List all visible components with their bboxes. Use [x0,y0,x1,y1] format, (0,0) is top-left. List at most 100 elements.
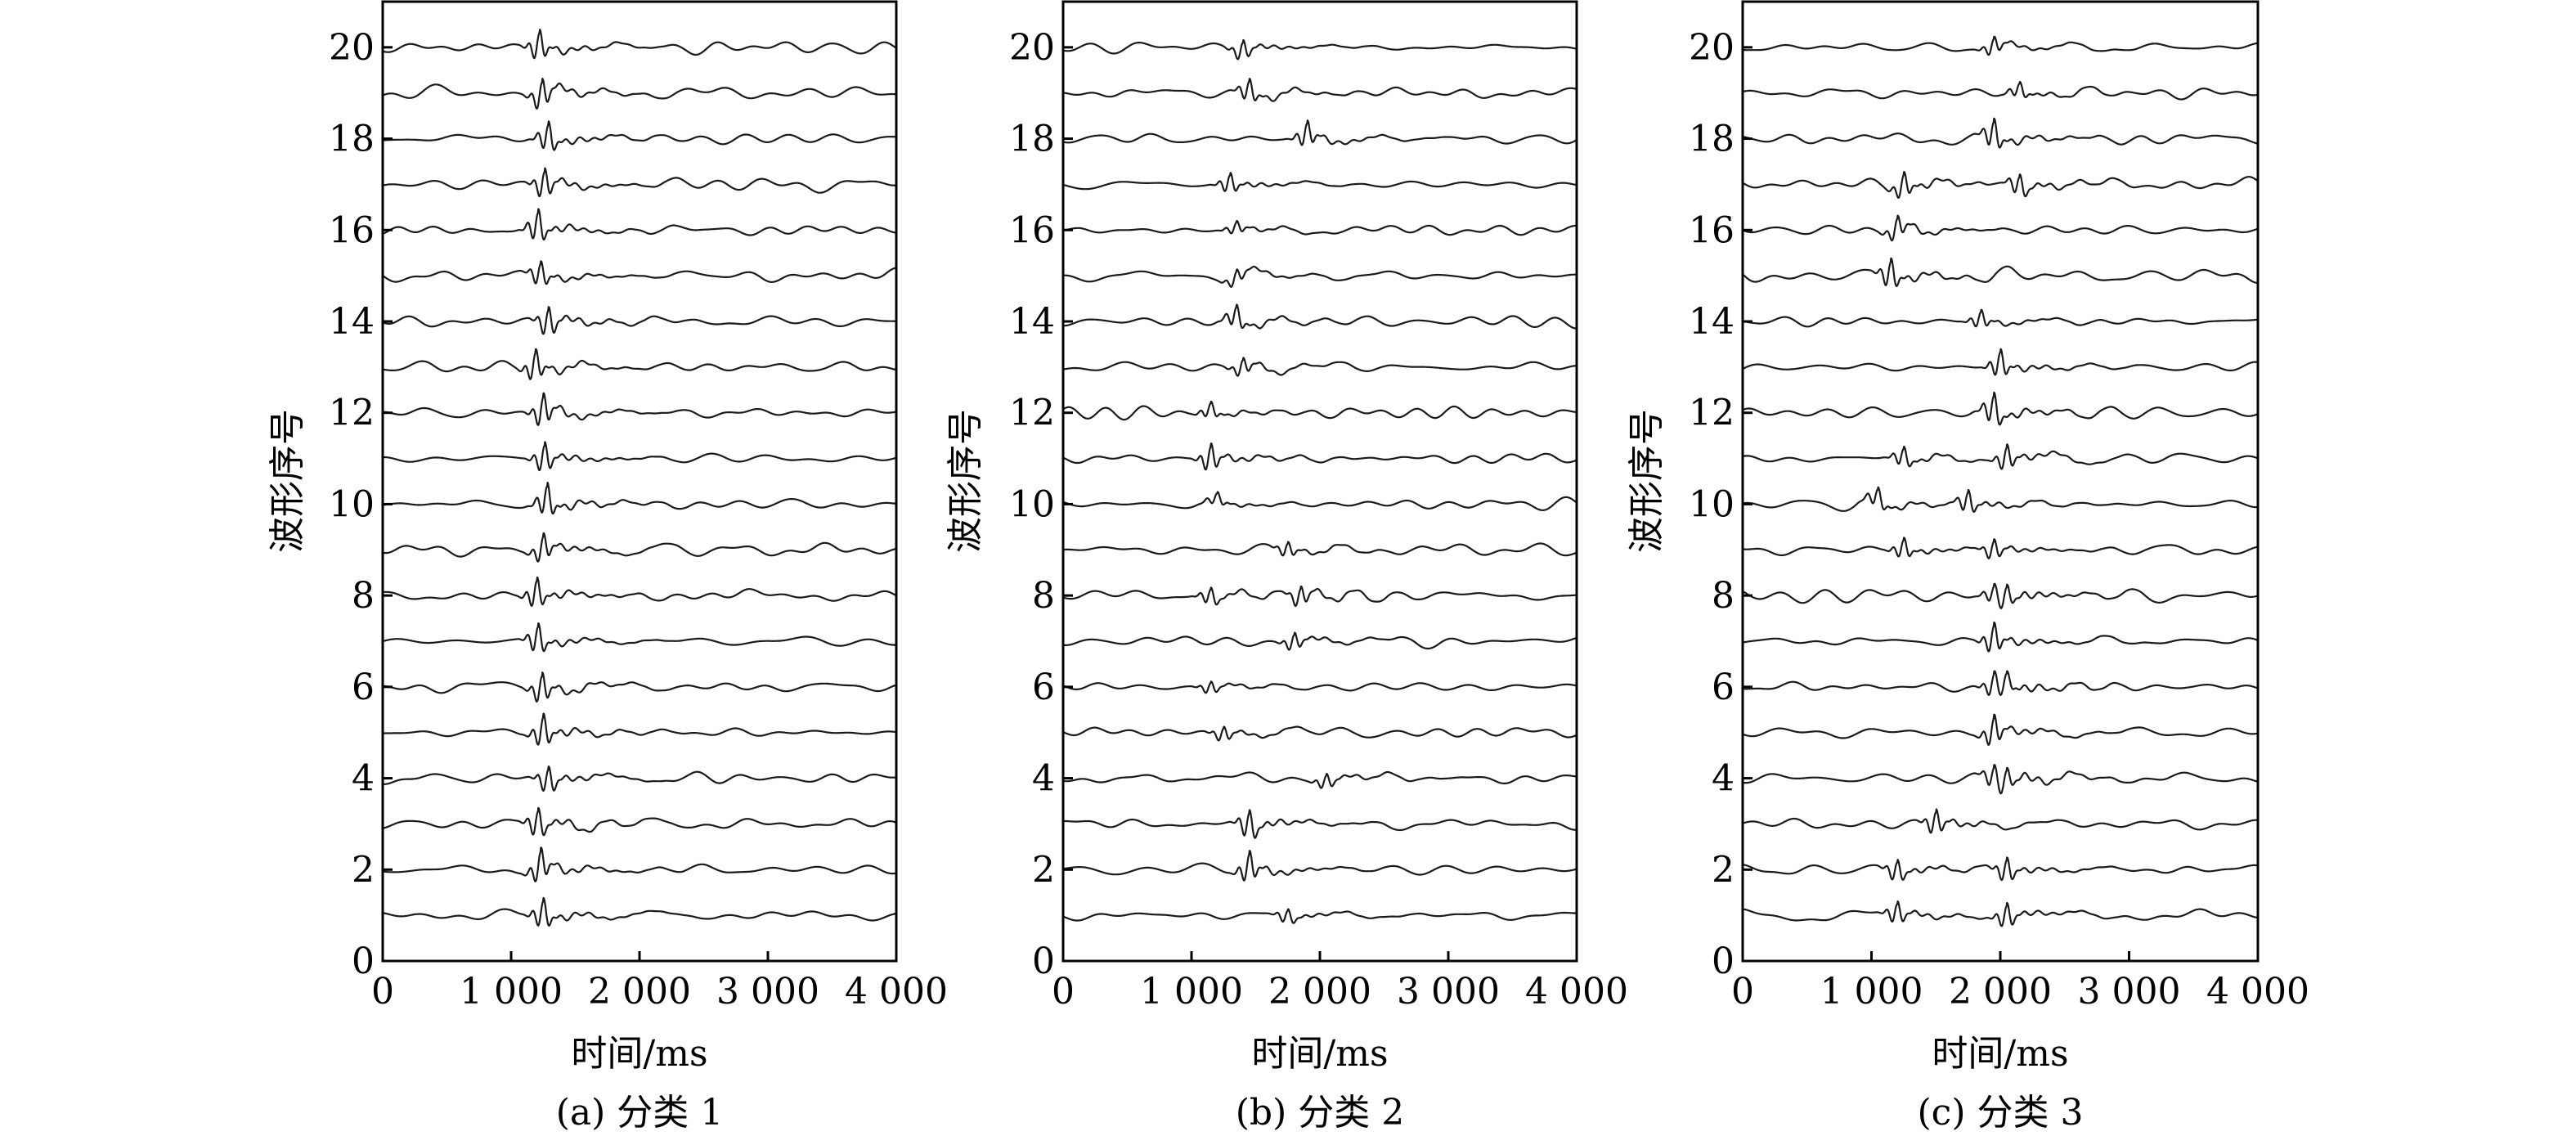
x-tick-label: 0 [1731,971,1754,1013]
waveform-trace-5 [382,712,897,746]
panel-b-x-axis-title: 时间/ms [1251,1033,1388,1075]
waveform-trace-17 [1742,171,2259,199]
y-tick-label: 8 [1712,575,1735,617]
waveform-trace-1 [1062,908,1577,924]
waveform-trace-12 [1062,400,1577,421]
waveform-trace-20 [1062,38,1577,61]
waveform-trace-12 [382,392,897,426]
waveform-trace-7 [1742,621,2259,653]
panel-b-y-tick-labels: 0 2 4 6 8 10 12 14 16 18 20 [1009,27,1055,982]
waveform-trace-6 [382,671,897,703]
panel-c-y-tick-labels: 0 2 4 6 8 10 12 14 16 18 20 [1689,27,1735,982]
waveform-trace-15 [1062,265,1577,288]
waveform-trace-6 [1062,680,1577,694]
panel-b-y-axis-title: 波形序号 [945,409,986,553]
waveform-trace-3 [1742,808,2259,834]
panel-c-x-tick-labels: 0 1 000 2 000 3 000 4 000 [1731,971,2309,1013]
panel-a-x-axis-title: 时间/ms [571,1033,707,1075]
x-tick-label: 3 000 [716,971,819,1013]
y-tick-label: 0 [1032,941,1055,982]
x-tick-label: 3 000 [2078,971,2181,1013]
waveform-trace-1 [1742,900,2259,927]
x-tick-label: 4 000 [1525,971,1628,1013]
y-tick-label: 6 [1032,667,1055,708]
y-tick-label: 0 [1712,941,1735,982]
waveform-trace-17 [1062,172,1577,192]
waveform-trace-4 [1062,770,1577,789]
waveform-trace-16 [1742,214,2259,242]
y-tick-label: 4 [352,758,375,800]
waveform-trace-13 [1742,348,2259,376]
waveform-trace-16 [382,208,897,241]
waveform-trace-8 [1062,586,1577,607]
panel-c-traces [1742,35,2259,927]
waveform-trace-17 [382,167,897,198]
y-tick-label: 20 [1689,27,1735,69]
y-tick-label: 14 [1009,301,1055,343]
x-tick-label: 2 000 [588,971,691,1013]
waveform-trace-11 [1742,443,2259,470]
y-tick-label: 2 [1032,849,1055,891]
y-tick-label: 12 [1689,393,1735,434]
waveform-trace-18 [382,120,897,151]
y-tick-label: 14 [329,301,375,343]
x-tick-label: 1 000 [1140,971,1243,1013]
y-tick-label: 4 [1712,758,1735,800]
y-tick-label: 14 [1689,301,1735,343]
y-tick-label: 10 [1689,483,1735,525]
waveform-trace-8 [382,576,897,607]
y-tick-label: 6 [352,667,375,708]
y-tick-label: 0 [352,941,375,982]
panel-a-traces [382,29,897,927]
waveform-trace-3 [382,806,897,837]
x-tick-label: 0 [1052,971,1075,1013]
panel-c-ticks [1741,46,2260,963]
y-tick-label: 10 [329,483,375,525]
x-tick-label: 4 000 [845,971,948,1013]
y-tick-label: 16 [1009,209,1055,251]
y-tick-label: 18 [329,119,375,160]
waveform-trace-11 [1062,442,1577,471]
waveform-trace-15 [382,260,897,285]
y-tick-label: 12 [329,393,375,434]
panel-a-x-tick-labels: 0 1 000 2 000 3 000 4 000 [371,971,948,1013]
y-tick-label: 8 [1032,575,1055,617]
waveform-trace-9 [1742,537,2259,559]
waveform-trace-5 [1742,713,2259,746]
x-tick-label: 1 000 [460,971,563,1013]
waveform-trace-14 [382,306,897,335]
x-tick-label: 4 000 [2206,971,2309,1013]
x-tick-label: 0 [371,971,394,1013]
waveform-trace-10 [1742,486,2259,513]
x-tick-label: 2 000 [1268,971,1371,1013]
waveform-trace-1 [382,896,897,927]
y-tick-label: 16 [329,209,375,251]
waveform-trace-7 [382,622,897,653]
panel-a-caption: (a) 分类 1 [556,1092,724,1134]
waveform-trace-3 [1062,809,1577,839]
waveform-trace-14 [1062,303,1577,330]
panel-b-traces [1062,38,1577,924]
x-tick-label: 3 000 [1397,971,1500,1013]
waveform-trace-2 [1742,856,2259,882]
waveform-trace-7 [1062,631,1577,651]
y-tick-label: 4 [1032,758,1055,800]
waveform-trace-2 [382,846,897,882]
waveform-trace-8 [1742,582,2259,609]
waveform-trace-6 [1742,670,2259,696]
waveform-trace-18 [1742,117,2259,149]
waveform-trace-4 [382,766,897,792]
waveform-trace-20 [382,29,897,60]
y-tick-label: 2 [1712,849,1735,891]
waveform-trace-20 [1742,35,2259,56]
panel-b-x-tick-labels: 0 1 000 2 000 3 000 4 000 [1052,971,1628,1013]
waveform-trace-19 [1062,78,1577,102]
x-tick-label: 2 000 [1949,971,2052,1013]
y-tick-label: 8 [352,575,375,617]
waveform-trace-10 [382,482,897,515]
waveform-trace-12 [1742,391,2259,426]
